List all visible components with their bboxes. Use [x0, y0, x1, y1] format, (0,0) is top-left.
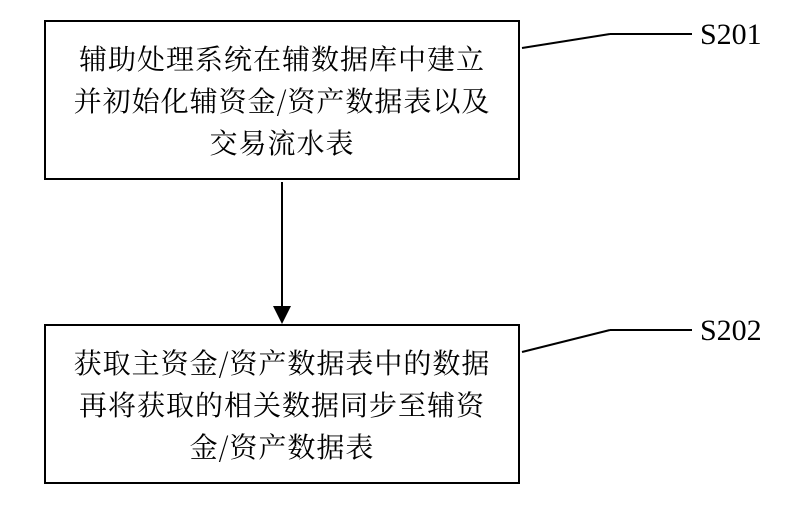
flow-step-s201-text: 辅助处理系统在辅数据库中建立并初始化辅资金/资产数据表以及交易流水表 — [74, 37, 491, 163]
flow-step-s202-text: 获取主资金/资产数据表中的数据再将获取的相关数据同步至辅资金/资产数据表 — [74, 341, 491, 467]
flow-step-s201: 辅助处理系统在辅数据库中建立并初始化辅资金/资产数据表以及交易流水表 — [44, 20, 520, 180]
step-label-s201: S201 — [700, 18, 762, 52]
arrow-s201-s202-head — [273, 306, 291, 324]
arrow-s201-s202-line — [281, 182, 283, 306]
flow-step-s202: 获取主资金/资产数据表中的数据再将获取的相关数据同步至辅资金/资产数据表 — [44, 324, 520, 484]
step-label-s202: S202 — [700, 314, 762, 348]
